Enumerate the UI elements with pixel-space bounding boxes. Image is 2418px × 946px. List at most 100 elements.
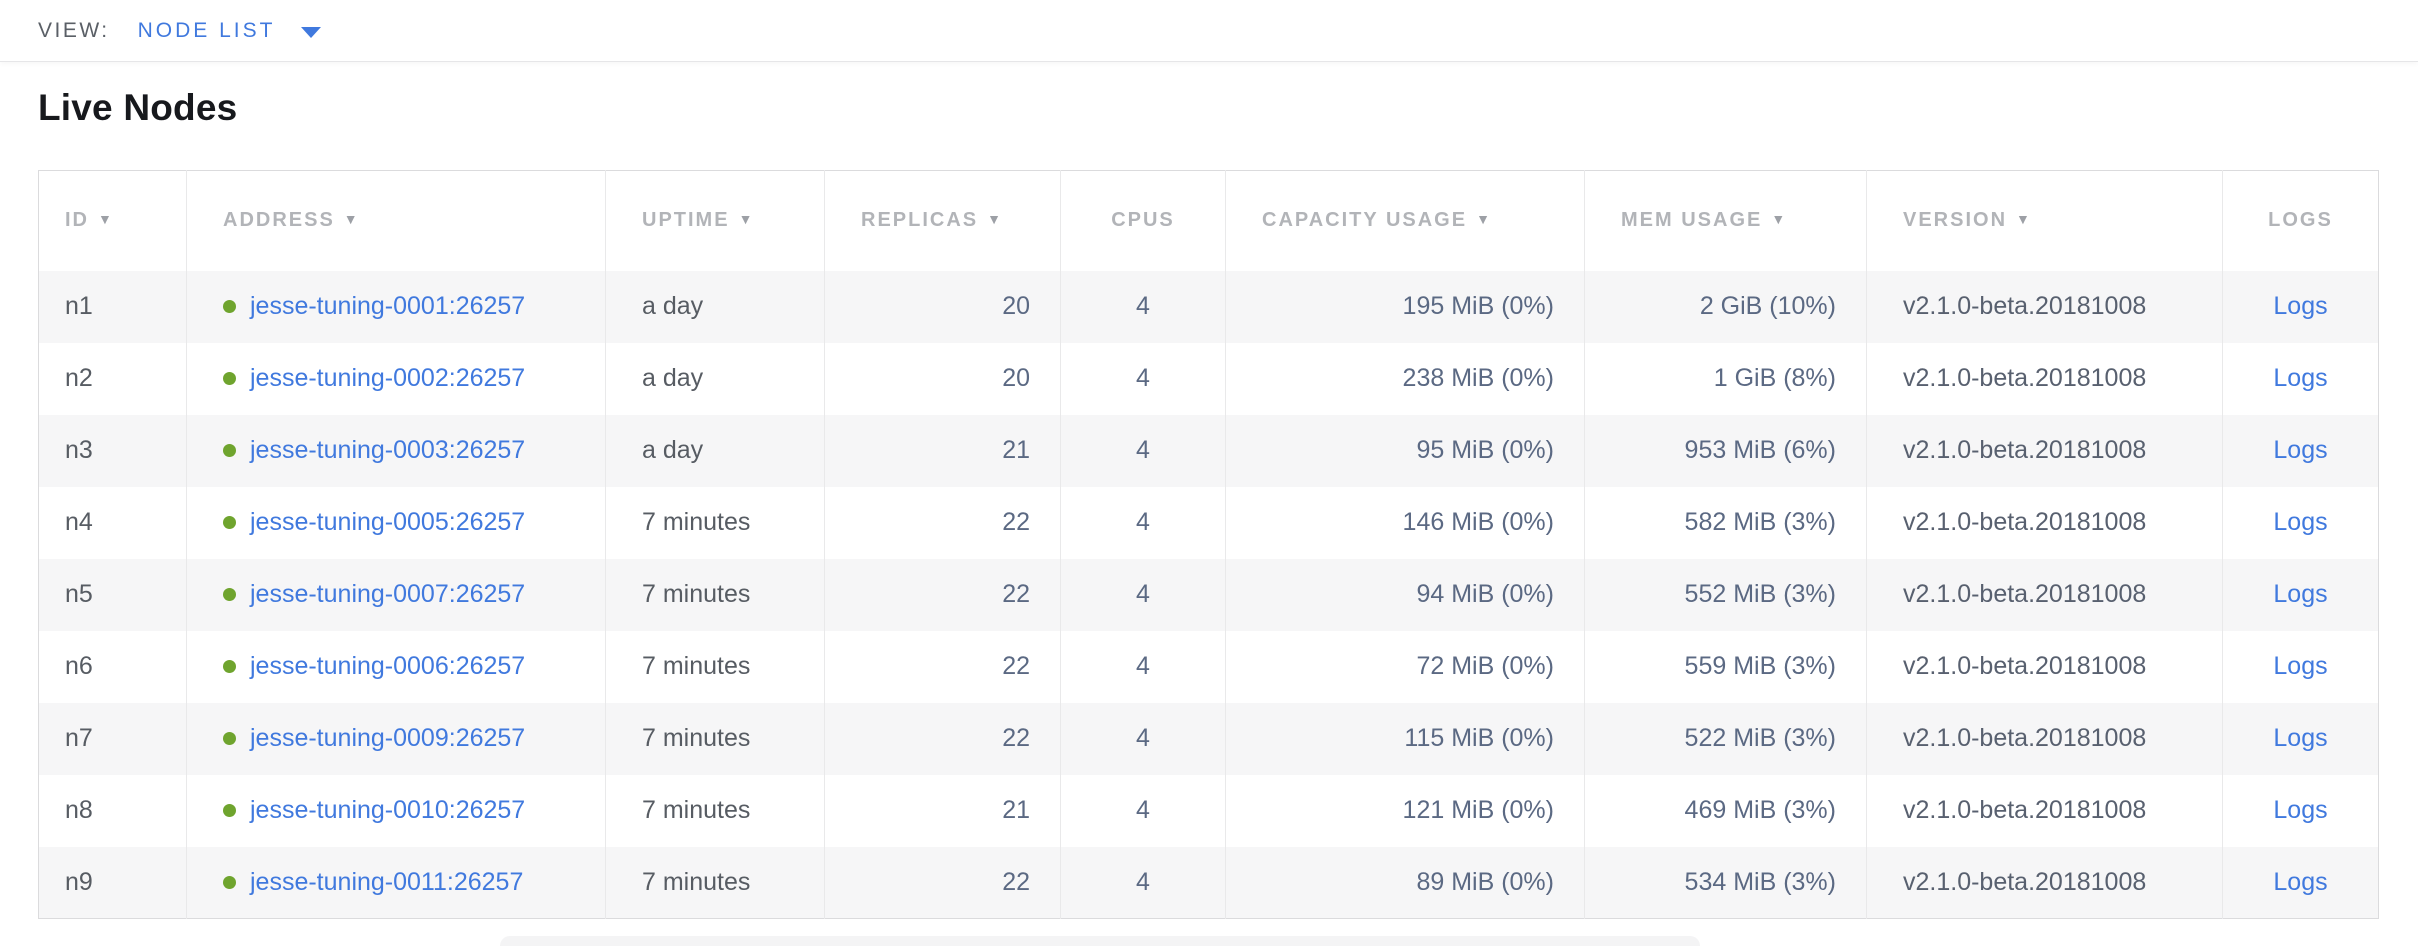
- cell-logs: Logs: [2222, 414, 2379, 487]
- live-nodes-table: ID ▼ ADDRESS ▼ UPTIME ▼ REPLICAS ▼ CPUS CAPACITY …: [38, 170, 2379, 919]
- live-status-dot-icon: [223, 875, 236, 889]
- table-row: n2 jesse-tuning-0002:26257 a day 20 4 238 MiB…: [38, 342, 2379, 415]
- cell-cpus: 4: [1060, 414, 1226, 487]
- cell-logs: Logs: [2222, 774, 2379, 847]
- table-row: n9 jesse-tuning-0011:26257 7 minutes 22 4 89 …: [38, 846, 2379, 919]
- cell-id: n1: [65, 292, 93, 320]
- column-header-cpus: CPUS: [1060, 170, 1226, 271]
- live-status-dot-icon: [223, 588, 236, 601]
- logs-link[interactable]: Logs: [2273, 508, 2328, 536]
- cell-uptime: 7 minutes: [605, 486, 825, 559]
- live-status-dot-icon: [223, 444, 236, 457]
- cell-address: jesse-tuning-0007:26257: [186, 558, 606, 631]
- cell-logs: Logs: [2222, 846, 2379, 919]
- column-header-address[interactable]: ADDRESS ▼: [186, 170, 606, 271]
- address-link[interactable]: jesse-tuning-0010:26257: [250, 796, 526, 824]
- column-header-uptime[interactable]: UPTIME ▼: [605, 170, 825, 271]
- cell-mem: 522 MiB (3%): [1584, 702, 1867, 775]
- table-row: n6 jesse-tuning-0006:26257 7 minutes 22 4 72 …: [38, 630, 2379, 703]
- cell-address: jesse-tuning-0005:26257: [186, 486, 606, 559]
- address-link[interactable]: jesse-tuning-0005:26257: [250, 508, 526, 536]
- cell-capacity: 89 MiB (0%): [1225, 846, 1585, 919]
- cell-replicas: 22: [824, 702, 1061, 775]
- cell-mem: 552 MiB (3%): [1584, 558, 1867, 631]
- address-link[interactable]: jesse-tuning-0006:26257: [250, 652, 526, 680]
- cell-replicas: 22: [824, 846, 1061, 919]
- column-header-mem[interactable]: MEM USAGE ▼: [1584, 170, 1867, 271]
- cell-address: jesse-tuning-0001:26257: [186, 270, 606, 343]
- cell-mem: 534 MiB (3%): [1584, 846, 1867, 919]
- table-row: n7 jesse-tuning-0009:26257 7 minutes 22 4 115…: [38, 702, 2379, 775]
- sort-arrow-icon: ▼: [738, 211, 753, 228]
- logs-link[interactable]: Logs: [2273, 364, 2328, 392]
- cell-version: v2.1.0-beta.20181008: [1866, 486, 2223, 559]
- cell-capacity: 95 MiB (0%): [1225, 414, 1585, 487]
- cell-mem: 953 MiB (6%): [1584, 414, 1867, 487]
- cell-id: n9: [65, 867, 93, 896]
- view-selector-value: NODE LIST: [137, 18, 276, 42]
- address-link[interactable]: jesse-tuning-0007:26257: [250, 580, 526, 608]
- cell-version: v2.1.0-beta.20181008: [1866, 558, 2223, 631]
- logs-link[interactable]: Logs: [2273, 867, 2328, 896]
- cell-cpus: 4: [1060, 774, 1226, 847]
- view-bar: VIEW: NODE LIST: [0, 0, 2418, 62]
- logs-link[interactable]: Logs: [2273, 292, 2328, 320]
- cell-capacity: 238 MiB (0%): [1225, 342, 1585, 415]
- cell-uptime: 7 minutes: [605, 558, 825, 631]
- page-title: Live Nodes: [38, 87, 238, 128]
- column-header-label: UPTIME: [642, 209, 730, 232]
- cell-version: v2.1.0-beta.20181008: [1866, 774, 2223, 847]
- column-header-replicas[interactable]: REPLICAS ▼: [824, 170, 1061, 271]
- column-header-id[interactable]: ID ▼: [39, 171, 187, 271]
- live-status-dot-icon: [223, 660, 236, 673]
- cell-address: jesse-tuning-0010:26257: [186, 774, 606, 847]
- view-selector-dropdown[interactable]: NODE LIST: [138, 19, 322, 43]
- address-link[interactable]: jesse-tuning-0001:26257: [250, 292, 526, 320]
- table-row: n8 jesse-tuning-0010:26257 7 minutes 21 4 121…: [38, 774, 2379, 847]
- column-header-capacity[interactable]: CAPACITY USAGE ▼: [1225, 170, 1585, 271]
- cell-logs: Logs: [2222, 702, 2379, 775]
- logs-link[interactable]: Logs: [2273, 796, 2328, 824]
- cell-capacity: 94 MiB (0%): [1225, 558, 1585, 631]
- cell-cpus: 4: [1060, 846, 1226, 919]
- table-row: n5 jesse-tuning-0007:26257 7 minutes 22 4 94 …: [38, 558, 2379, 631]
- cell-mem: 559 MiB (3%): [1584, 630, 1867, 703]
- cell-version: v2.1.0-beta.20181008: [1866, 414, 2223, 487]
- cell-logs: Logs: [2222, 558, 2379, 631]
- cell-capacity: 72 MiB (0%): [1225, 630, 1585, 703]
- cell-address: jesse-tuning-0003:26257: [186, 414, 606, 487]
- cell-version: v2.1.0-beta.20181008: [1866, 846, 2223, 919]
- logs-link[interactable]: Logs: [2273, 436, 2328, 464]
- cell-cpus: 4: [1060, 342, 1226, 415]
- cell-id: n2: [65, 364, 93, 392]
- cell-cpus: 4: [1060, 486, 1226, 559]
- logs-link[interactable]: Logs: [2273, 580, 2328, 608]
- address-link[interactable]: jesse-tuning-0002:26257: [250, 364, 526, 392]
- cell-replicas: 22: [824, 486, 1061, 559]
- address-link[interactable]: jesse-tuning-0003:26257: [250, 436, 526, 464]
- cell-uptime: 7 minutes: [605, 630, 825, 703]
- address-link[interactable]: jesse-tuning-0011:26257: [250, 867, 524, 896]
- logs-link[interactable]: Logs: [2273, 724, 2328, 752]
- address-link[interactable]: jesse-tuning-0009:26257: [250, 724, 526, 752]
- cell-uptime: a day: [605, 414, 825, 487]
- sort-arrow-icon: ▼: [98, 211, 112, 228]
- column-header-label: MEM USAGE: [1621, 209, 1763, 232]
- cell-id: n7: [65, 724, 93, 752]
- cell-address: jesse-tuning-0011:26257: [186, 846, 606, 919]
- cell-uptime: a day: [605, 342, 825, 415]
- cell-capacity: 121 MiB (0%): [1225, 774, 1585, 847]
- cell-capacity: 146 MiB (0%): [1225, 486, 1585, 559]
- live-status-dot-icon: [223, 300, 236, 313]
- main-content: Live Nodes ID ▼ ADDRESS ▼ UPTIME ▼ REPLICAS ▼ CP…: [0, 87, 2418, 919]
- cell-version: v2.1.0-beta.20181008: [1866, 342, 2223, 415]
- cell-id: n6: [65, 652, 93, 680]
- cell-replicas: 21: [824, 414, 1061, 487]
- column-header-version[interactable]: VERSION ▼: [1866, 170, 2223, 271]
- logs-link[interactable]: Logs: [2273, 652, 2328, 680]
- live-status-dot-icon: [223, 516, 236, 529]
- cell-replicas: 22: [824, 558, 1061, 631]
- table-row: n1 jesse-tuning-0001:26257 a day 20 4 195 MiB…: [38, 270, 2379, 343]
- cell-replicas: 21: [824, 774, 1061, 847]
- cell-cpus: 4: [1060, 702, 1226, 775]
